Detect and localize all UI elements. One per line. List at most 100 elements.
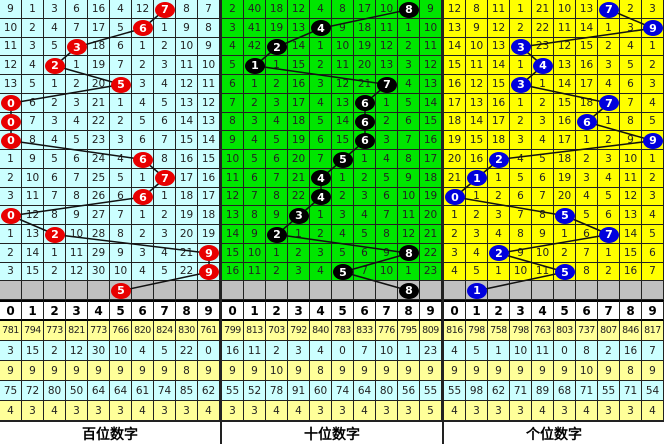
omission-cell: 8 — [576, 262, 598, 282]
stat-cell: 4 — [288, 401, 310, 421]
omission-cell: 5 — [22, 75, 44, 94]
omission-cell: 11 — [532, 262, 554, 282]
omission-cell: 20 — [176, 225, 198, 244]
stat-cell: 4 — [354, 401, 376, 421]
prediction-cell — [444, 281, 466, 300]
stat-cell: 798 — [466, 321, 488, 341]
omission-cell: 13 — [22, 225, 44, 244]
omission-cell: 1 — [44, 75, 66, 94]
omission-cell: 3 — [288, 262, 310, 282]
prediction-cell — [176, 281, 198, 300]
omission-cell: 4 — [132, 93, 154, 113]
omission-cell: 17 — [554, 131, 576, 150]
omission-cell: 7 — [222, 93, 244, 113]
digit-header: 8 — [398, 300, 420, 321]
stat-cell: 23 — [420, 341, 442, 361]
digit-header: 6 — [354, 300, 376, 321]
omission-cell: 18 — [444, 112, 466, 132]
omission-cell: 9 — [176, 18, 198, 38]
omission-cell: 5 — [576, 206, 598, 225]
omission-cell: 12 — [176, 75, 198, 94]
omission-cell: 12 — [288, 0, 310, 19]
omission-cell: 17 — [488, 112, 510, 132]
stat-cell: 8 — [310, 361, 332, 381]
stat-cell: 820 — [132, 321, 154, 341]
prediction-cell — [154, 281, 176, 300]
omission-cell: 4 — [598, 168, 620, 188]
omission-cell: 6 — [310, 131, 332, 150]
digit-header: 9 — [420, 300, 442, 321]
stat-cell: 10 — [266, 361, 288, 381]
stat-cell: 816 — [444, 321, 466, 341]
drawn-digit-ball: 5 — [333, 264, 353, 280]
omission-cell: 7 — [620, 93, 642, 113]
stat-cell: 4 — [132, 401, 154, 421]
panel-title: 十位数字 — [222, 421, 442, 445]
omission-cell: 9 — [532, 225, 554, 244]
stat-cell: 9 — [198, 361, 220, 381]
drawn-digit-ball: 9 — [199, 264, 219, 280]
omission-cell: 23 — [420, 262, 442, 282]
stat-cell: 75 — [0, 381, 22, 401]
omission-cell: 10 — [332, 37, 354, 57]
stat-cell: 30 — [88, 341, 110, 361]
omission-cell: 3 — [376, 131, 398, 150]
omission-cell: 5 — [44, 150, 66, 169]
digit-header: 1 — [466, 300, 488, 321]
omission-cell: 10 — [620, 150, 642, 169]
digit-header: 9 — [198, 300, 220, 321]
stat-cell: 9 — [510, 361, 532, 381]
stat-cell: 4 — [132, 341, 154, 361]
panel-divider — [442, 0, 444, 444]
omission-cell: 10 — [532, 243, 554, 263]
omission-cell: 4 — [444, 262, 466, 282]
omission-cell: 1 — [554, 225, 576, 244]
omission-cell: 7 — [244, 187, 266, 207]
digit-header: 7 — [154, 300, 176, 321]
omission-cell: 13 — [0, 75, 22, 94]
omission-cell: 42 — [244, 37, 266, 57]
omission-cell: 19 — [176, 206, 198, 225]
omission-cell: 3 — [0, 262, 22, 282]
omission-cell: 9 — [332, 18, 354, 38]
omission-cell: 9 — [22, 150, 44, 169]
drawn-digit-ball: 3 — [511, 76, 531, 93]
omission-cell: 3 — [132, 75, 154, 94]
omission-cell: 16 — [488, 93, 510, 113]
stat-cell: 4 — [642, 401, 664, 421]
omission-cell: 13 — [288, 18, 310, 38]
omission-cell: 5 — [266, 131, 288, 150]
omission-cell: 18 — [554, 150, 576, 169]
omission-cell: 7 — [510, 206, 532, 225]
omission-cell: 13 — [444, 18, 466, 38]
omission-cell: 20 — [288, 150, 310, 169]
omission-cell: 3 — [398, 56, 420, 75]
stat-cell: 4 — [444, 341, 466, 361]
omission-cell: 15 — [22, 262, 44, 282]
omission-cell: 7 — [198, 0, 220, 19]
stat-cell: 62 — [488, 381, 510, 401]
omission-cell: 19 — [420, 187, 442, 207]
omission-cell: 2 — [132, 56, 154, 75]
prediction-cell — [488, 281, 510, 300]
omission-cell: 15 — [176, 131, 198, 150]
omission-cell: 13 — [376, 56, 398, 75]
stat-cell: 72 — [22, 381, 44, 401]
drawn-digit-ball: 7 — [377, 76, 397, 93]
omission-cell: 3 — [488, 206, 510, 225]
stat-cell: 74 — [154, 381, 176, 401]
drawn-digit-ball: 4 — [311, 189, 331, 205]
omission-cell: 3 — [310, 75, 332, 94]
omission-cell: 9 — [420, 0, 442, 19]
stat-cell: 3 — [598, 401, 620, 421]
stat-cell: 846 — [620, 321, 642, 341]
omission-cell: 1 — [288, 225, 310, 244]
omission-cell: 21 — [532, 0, 554, 19]
stat-cell: 703 — [266, 321, 288, 341]
omission-cell: 16 — [620, 262, 642, 282]
omission-cell: 5 — [376, 168, 398, 188]
omission-cell: 2 — [554, 243, 576, 263]
omission-cell: 11 — [620, 168, 642, 188]
omission-cell: 2 — [44, 93, 66, 113]
omission-cell: 15 — [222, 243, 244, 263]
